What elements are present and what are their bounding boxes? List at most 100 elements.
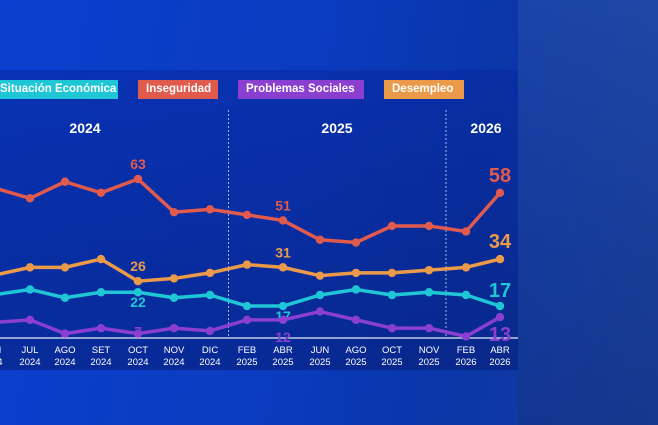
- x-tick-label-month: AGO: [345, 345, 366, 356]
- legend-label: Problemas Sociales: [246, 83, 355, 95]
- data-point-inseguridad: [278, 216, 288, 225]
- data-point-inseguridad: [315, 235, 325, 244]
- data-point-problemas-sociales: [278, 315, 288, 325]
- data-label-desempleo: 34: [489, 231, 512, 253]
- data-point-inseguridad: [96, 188, 106, 198]
- data-point-situacion-economica: [25, 285, 35, 294]
- data-label-desempleo: 26: [130, 258, 146, 274]
- data-point-problemas-sociales: [25, 315, 35, 325]
- data-point-desempleo: [25, 263, 35, 272]
- series-line-inseguridad: [0, 177, 502, 245]
- data-label-situacion-economica: 22: [130, 294, 146, 310]
- x-tick-label-year: 2025: [345, 357, 366, 368]
- data-label-problemas-sociales: 7: [134, 324, 142, 340]
- data-point-desempleo: [495, 254, 505, 264]
- data-point-desempleo: [133, 276, 143, 286]
- data-point-desempleo: [351, 268, 361, 278]
- x-tick-label-month: DIC: [202, 345, 219, 356]
- x-tick-label-month: OCT: [128, 345, 148, 356]
- x-tick-label-year: 2024: [199, 357, 220, 368]
- x-tick-label-year: 2024: [0, 357, 3, 368]
- data-point-problemas-sociales: [495, 312, 505, 322]
- data-point-situacion-economica: [278, 301, 288, 311]
- x-tick-label-month: JUN: [0, 345, 1, 356]
- data-point-situacion-economica: [96, 288, 106, 297]
- data-point-problemas-sociales: [315, 307, 325, 316]
- legend-item-problemas-sociales: Problemas Sociales: [238, 80, 364, 99]
- x-tick-label-year: 2024: [90, 357, 111, 368]
- x-tick-label-month: FEB: [457, 345, 475, 356]
- x-tick-label-year: 2025: [418, 357, 439, 368]
- year-label-2024: 2024: [69, 120, 100, 136]
- data-label-problemas-sociales: 12: [275, 329, 291, 345]
- data-point-problemas-sociales: [60, 329, 70, 338]
- x-tick-label-year: 2024: [19, 357, 40, 368]
- data-point-problemas-sociales: [387, 323, 397, 333]
- data-point-problemas-sociales: [242, 315, 252, 325]
- data-point-inseguridad: [169, 207, 179, 217]
- data-point-desempleo: [96, 254, 106, 264]
- data-label-inseguridad: 58: [489, 165, 511, 187]
- data-point-desempleo: [315, 271, 325, 280]
- x-tick-label-year: 2025: [309, 357, 330, 368]
- x-tick-label-year: 2024: [54, 357, 75, 368]
- x-tick-label-month: OCT: [382, 345, 402, 356]
- data-point-inseguridad: [387, 221, 397, 231]
- x-tick-label-year: 2024: [163, 357, 184, 368]
- data-point-inseguridad: [495, 188, 505, 198]
- x-tick-label-month: NOV: [164, 345, 185, 356]
- data-point-desempleo: [60, 263, 70, 272]
- data-point-situacion-economica: [242, 301, 252, 311]
- data-point-inseguridad: [25, 194, 35, 203]
- data-point-inseguridad: [351, 238, 361, 247]
- data-point-inseguridad: [133, 174, 143, 184]
- x-tick-label-month: JUN: [311, 345, 330, 356]
- data-label-situacion-economica: 17: [489, 280, 511, 302]
- x-tick-label-month: ABR: [273, 345, 293, 356]
- legend-label: Desempleo: [392, 83, 454, 95]
- x-tick-label-year: 2025: [381, 357, 402, 368]
- legend-item-desempleo: Desempleo: [384, 80, 464, 99]
- x-tick-label-month: JUL: [22, 345, 39, 356]
- data-point-situacion-economica: [133, 288, 143, 297]
- data-label-desempleo: 31: [275, 244, 291, 260]
- year-label-2025: 2025: [321, 120, 352, 136]
- data-point-desempleo: [278, 263, 288, 272]
- legend-label: Inseguridad: [146, 83, 212, 95]
- data-point-problemas-sociales: [169, 323, 179, 333]
- data-point-problemas-sociales: [424, 323, 434, 333]
- x-tick-label-month: AGO: [54, 345, 75, 356]
- data-point-situacion-economica: [461, 290, 471, 300]
- data-point-inseguridad: [60, 177, 70, 186]
- legend-label: Situación Económica: [0, 83, 117, 95]
- x-tick-label-year: 2026: [455, 357, 476, 368]
- x-tick-label-month: SET: [92, 345, 111, 356]
- data-point-desempleo: [205, 268, 215, 278]
- data-point-situacion-economica: [495, 301, 505, 311]
- data-point-situacion-economica: [387, 290, 397, 300]
- data-point-situacion-economica: [205, 290, 215, 300]
- background-photo-area: [518, 0, 658, 425]
- legend-item-inseguridad: Inseguridad: [138, 80, 218, 99]
- data-label-inseguridad: 63: [130, 156, 146, 172]
- data-point-desempleo: [169, 274, 179, 283]
- x-tick-label-year: 2025: [272, 357, 293, 368]
- x-tick-label-year: 2024: [127, 357, 148, 368]
- data-label-problemas-sociales: 13: [489, 324, 511, 346]
- data-point-situacion-economica: [169, 293, 179, 302]
- data-point-inseguridad: [461, 227, 471, 236]
- data-point-inseguridad: [205, 205, 215, 214]
- data-point-situacion-economica: [424, 288, 434, 297]
- data-point-problemas-sociales: [205, 326, 215, 336]
- data-point-inseguridad: [424, 221, 434, 231]
- data-point-desempleo: [461, 263, 471, 272]
- data-point-desempleo: [424, 265, 434, 275]
- x-tick-label-month: ABR: [490, 345, 510, 356]
- data-point-situacion-economica: [60, 293, 70, 302]
- series-line-problemas-sociales: [0, 309, 502, 339]
- data-point-situacion-economica: [351, 285, 361, 294]
- data-point-situacion-economica: [315, 290, 325, 300]
- x-tick-label-year: 2026: [489, 357, 510, 368]
- x-tick-label-month: FEB: [238, 345, 256, 356]
